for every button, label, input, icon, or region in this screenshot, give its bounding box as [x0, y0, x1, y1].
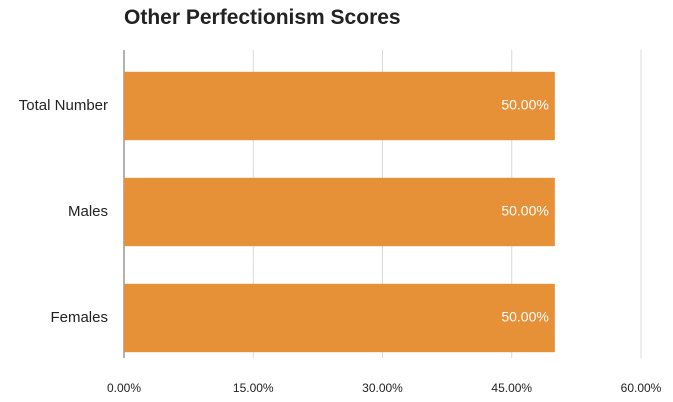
chart-title: Other Perfectionism Scores [124, 6, 401, 29]
bar [124, 283, 555, 353]
bar [124, 177, 555, 247]
value-label: 50.00% [501, 97, 548, 113]
value-label: 50.00% [501, 309, 548, 325]
y-tick-label: Males [68, 203, 108, 220]
x-tick-label: 60.00% [621, 381, 662, 395]
value-label: 50.00% [501, 203, 548, 219]
x-tick-label: 15.00% [233, 381, 274, 395]
x-tick-label: 45.00% [491, 381, 532, 395]
x-tick-label: 30.00% [362, 381, 403, 395]
y-tick-label: Females [50, 309, 108, 326]
x-tick-label: 0.00% [107, 381, 141, 395]
bar [124, 71, 555, 141]
y-tick-label: Total Number [19, 97, 108, 114]
